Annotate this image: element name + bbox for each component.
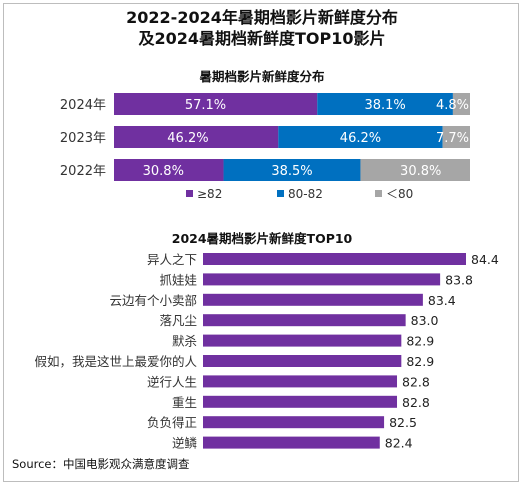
top10-bar xyxy=(203,273,441,286)
top10-value-label: 83.0 xyxy=(411,313,439,328)
stacked-category-label: 2024年 xyxy=(60,98,106,113)
legend-swatch xyxy=(375,190,382,197)
legend-label: ＜80 xyxy=(386,187,413,201)
top10-category-label: 落凡尘 xyxy=(159,313,197,328)
stacked-bar-segment xyxy=(360,159,470,181)
figure-title-line1: 2022-2024年暑期档影片新鲜度分布 xyxy=(126,8,398,27)
top10-bar xyxy=(203,314,406,327)
top10-bar xyxy=(203,355,402,367)
legend-swatch xyxy=(186,190,193,197)
stacked-bar-segment xyxy=(452,93,470,115)
stacked-bar-segment xyxy=(278,126,443,148)
top10-value-label: 82.8 xyxy=(402,374,430,389)
top10-value-label: 83.8 xyxy=(445,272,473,287)
stacked-data-label: 38.5% xyxy=(271,164,312,179)
top10-bar xyxy=(203,416,385,429)
stacked-bar-segment xyxy=(114,126,279,148)
stacked-data-label: 7.7% xyxy=(436,131,469,146)
top10-value-label: 83.4 xyxy=(428,293,456,308)
stacked-bar-segment xyxy=(223,159,361,181)
top10-bar xyxy=(203,253,466,265)
legend-label: ≥82 xyxy=(197,187,222,201)
figure-title-line2: 及2024暑期档新鲜度TOP10影片 xyxy=(138,29,386,48)
source-note: Source：中国电影观众满意度调查 xyxy=(12,457,190,471)
figure-frame xyxy=(3,3,519,482)
top10-value-label: 82.9 xyxy=(406,334,434,349)
top10-category-label: 默杀 xyxy=(172,334,197,349)
stacked-data-label: 57.1% xyxy=(185,98,226,113)
legend-swatch xyxy=(277,190,284,197)
top10-value-label: 82.5 xyxy=(389,415,417,430)
top10-category-label: 负负得正 xyxy=(147,415,197,430)
top10-category-label: 云边有个小卖部 xyxy=(109,293,197,308)
stacked-category-label: 2023年 xyxy=(60,131,106,146)
top10-category-label: 抓娃娃 xyxy=(159,272,197,287)
stacked-bar-segment xyxy=(317,93,453,115)
top10-chart-title: 2024暑期档影片新鲜度TOP10 xyxy=(171,231,353,246)
stacked-data-label: 4.8% xyxy=(436,98,469,113)
stacked-bar-segment xyxy=(114,93,318,115)
stacked-data-label: 30.8% xyxy=(400,164,441,179)
stacked-data-label: 46.2% xyxy=(340,131,381,146)
stacked-data-label: 30.8% xyxy=(143,164,184,179)
stacked-chart: 2024年 57.1% 38.1% 4.8% 2023年 46.2% 46.2% 7.7% 20… xyxy=(60,93,470,201)
top10-category-label: 异人之下 xyxy=(147,252,197,267)
top10-value-label: 82.4 xyxy=(385,436,413,451)
stacked-bar-segment xyxy=(442,126,470,148)
stacked-chart-title: 暑期档影片新鲜度分布 xyxy=(199,69,325,84)
top10-bar xyxy=(203,375,398,388)
stacked-category-label: 2022年 xyxy=(60,164,106,179)
top10-bar xyxy=(203,395,398,408)
top10-value-label: 82.9 xyxy=(406,354,434,369)
legend-label: 80-82 xyxy=(288,187,323,201)
top10-value-label: 82.8 xyxy=(402,395,430,410)
top10-value-label: 84.4 xyxy=(471,252,499,267)
top10-category-label: 假如，我是这世上最爱你的人 xyxy=(34,354,197,369)
top10-bar xyxy=(203,436,380,449)
top10-category-label: 逆行人生 xyxy=(147,374,197,389)
top10-bar xyxy=(203,293,423,306)
top10-category-label: 逆鳞 xyxy=(172,436,198,451)
stacked-data-label: 38.1% xyxy=(364,98,405,113)
top10-bar xyxy=(203,334,402,347)
top10-category-label: 重生 xyxy=(172,395,197,410)
stacked-data-label: 46.2% xyxy=(167,131,208,146)
stacked-bar-segment xyxy=(114,159,224,181)
